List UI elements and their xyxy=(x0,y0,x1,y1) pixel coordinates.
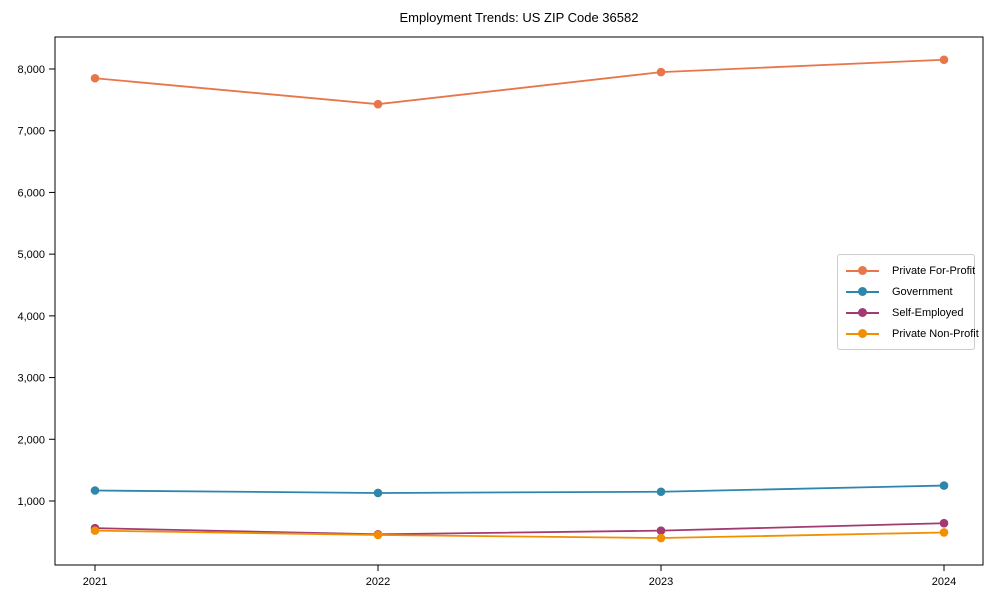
data-point-private-for-profit-2021 xyxy=(90,73,100,83)
x-tick-label: 2024 xyxy=(932,576,956,588)
legend-line-marker-icon xyxy=(846,266,879,276)
series-line-self-employed xyxy=(94,522,945,536)
data-point-private-for-profit-2024 xyxy=(939,55,949,65)
data-point-government-2024 xyxy=(939,481,949,490)
legend: Private For-Profit Government Self-Employe… xyxy=(837,254,979,350)
data-point-government-2021 xyxy=(90,486,100,495)
legend-label: Self-Employed xyxy=(892,306,964,319)
y-tick-label: 4,000 xyxy=(17,311,45,323)
legend-label: Private Non-Profit xyxy=(892,327,979,340)
y-tick-label: 2,000 xyxy=(17,434,45,446)
series-line-government xyxy=(94,484,945,494)
data-point-private-for-profit-2022 xyxy=(373,99,383,109)
y-tick-label: 6,000 xyxy=(17,187,45,199)
x-tick-label: 2023 xyxy=(649,576,673,588)
data-point-government-2022 xyxy=(373,488,383,498)
data-point-private-non-profit-2021 xyxy=(90,526,100,535)
data-point-government-2023 xyxy=(656,487,666,497)
series-line-private-for-profit xyxy=(94,58,945,106)
series-line-private-non-profit xyxy=(94,529,945,539)
axes-box xyxy=(54,36,984,566)
y-tick-label: 3,000 xyxy=(17,373,45,385)
legend-line-marker-icon xyxy=(846,329,879,339)
data-point-private-non-profit-2023 xyxy=(656,533,666,543)
legend-line-marker-icon xyxy=(846,308,879,318)
data-point-self-employed-2023 xyxy=(656,526,666,535)
y-tick-label: 5,000 xyxy=(17,249,45,261)
x-axis-ticks: 2021 2022 2023 2024 xyxy=(83,565,956,588)
legend-label: Government xyxy=(892,285,953,298)
data-point-private-for-profit-2023 xyxy=(656,67,666,77)
data-point-private-non-profit-2022 xyxy=(373,530,383,540)
legend-entry-government: Government xyxy=(846,281,974,302)
legend-entry-self-employed: Self-Employed xyxy=(846,302,974,323)
legend-entry-private-non-profit: Private Non-Profit xyxy=(846,323,979,344)
y-tick-label: 8,000 xyxy=(17,64,45,76)
x-tick-label: 2021 xyxy=(83,576,107,588)
y-tick-label: 1,000 xyxy=(17,496,45,508)
x-tick-label: 2022 xyxy=(366,576,390,588)
plot-border xyxy=(54,36,984,566)
chart-title: Employment Trends: US ZIP Code 36582 xyxy=(399,10,639,25)
y-axis-ticks: 1,000 2,000 3,000 4,000 5,000 6,000 7,000 8,000 xyxy=(17,64,55,508)
legend-line-marker-icon xyxy=(846,287,879,297)
data-point-private-non-profit-2024 xyxy=(939,528,949,537)
legend-label: Private For-Profit xyxy=(892,264,976,277)
series-lines xyxy=(90,55,949,543)
legend-entry-private-for-profit: Private For-Profit xyxy=(846,260,976,281)
data-point-self-employed-2024 xyxy=(939,518,949,528)
y-tick-label: 7,000 xyxy=(17,126,45,138)
